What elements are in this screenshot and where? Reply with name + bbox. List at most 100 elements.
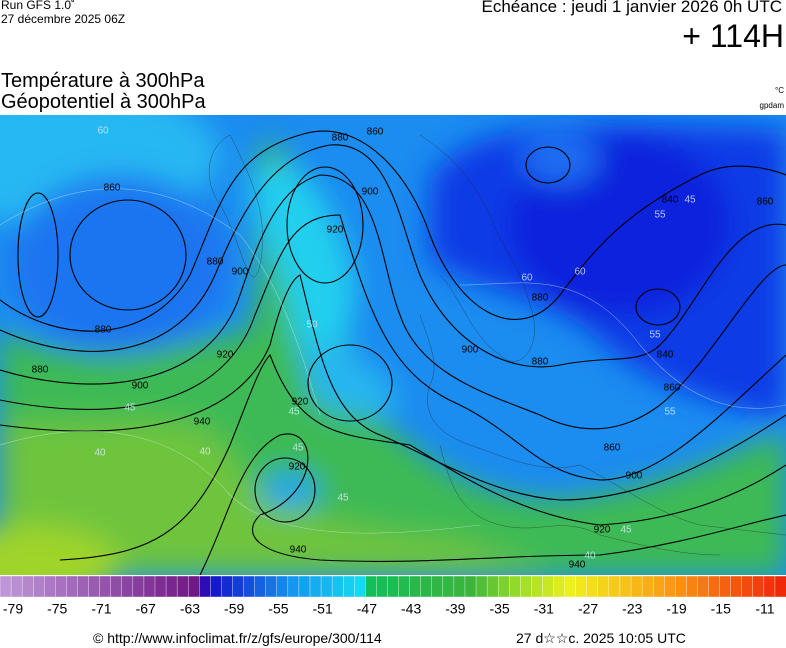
colorbar-label: -27 xyxy=(578,601,598,617)
temperature-label: 40 xyxy=(584,551,596,562)
unit-temperature: °C xyxy=(775,86,784,95)
colorbar-swatch xyxy=(675,575,688,598)
contour-label: 880 xyxy=(532,293,549,304)
colorbar-label: -47 xyxy=(357,601,377,617)
colorbar-swatch xyxy=(287,575,300,598)
colorbar-swatch xyxy=(741,575,754,598)
colorbar-swatch xyxy=(376,575,389,598)
temperature-label: 60 xyxy=(97,126,109,137)
colorbar-swatch xyxy=(165,575,178,598)
colorbar-swatch xyxy=(55,575,68,598)
temperature-label: 40 xyxy=(199,447,211,458)
contour-label: 840 xyxy=(662,195,679,206)
contour-label: 940 xyxy=(290,545,307,556)
colorbar-swatch xyxy=(342,575,355,598)
echeance: Echéance : jeudi 1 janvier 2026 0h UTC xyxy=(481,0,782,16)
colorbar-label: -59 xyxy=(224,601,244,617)
colorbar-swatch xyxy=(619,575,632,598)
contour-label: 920 xyxy=(289,462,306,473)
colorbar-swatch xyxy=(719,575,732,598)
contour-label: 880 xyxy=(207,257,224,268)
colorbar-label: -35 xyxy=(489,601,509,617)
colorbar-swatch xyxy=(320,575,333,598)
contour-label: 860 xyxy=(604,443,621,454)
colorbar-swatch xyxy=(774,575,786,598)
temperature-label: 45 xyxy=(620,525,632,536)
map: 860 880 860 900 920 880 900 880 880 900 920 940 920 9… xyxy=(0,115,786,575)
temperature-label: 45 xyxy=(288,407,300,418)
contour-label: 860 xyxy=(757,197,774,208)
colorbar-label: -15 xyxy=(711,601,731,617)
contour-label: 860 xyxy=(367,127,384,138)
footer-url: © http://www.infoclimat.fr/z/gfs/europe/… xyxy=(93,630,382,646)
colorbar-swatch xyxy=(652,575,665,598)
temperature-label: 55 xyxy=(664,407,676,418)
colorbar-swatch xyxy=(730,575,743,598)
run-date: 27 décembre 2025 06Z xyxy=(1,12,126,26)
contour-label: 940 xyxy=(569,560,586,571)
colorbar-label: -43 xyxy=(401,601,421,617)
colorbar-swatch xyxy=(265,575,278,598)
colorbar-swatch xyxy=(664,575,676,598)
contour-label: 900 xyxy=(626,471,643,482)
colorbar-swatch xyxy=(575,575,588,598)
temperature-label: 40 xyxy=(94,448,106,459)
temperature-label: 60 xyxy=(574,267,586,278)
contour-label: 860 xyxy=(104,183,121,194)
colorbar-swatch xyxy=(708,575,721,598)
colorbar-swatch xyxy=(254,575,267,598)
colorbar-label: -79 xyxy=(3,601,23,617)
colorbar-label: -39 xyxy=(445,601,465,617)
temperature-label: 45 xyxy=(684,195,696,206)
colorbar-label: -19 xyxy=(666,601,686,617)
contour-label: 880 xyxy=(332,133,349,144)
colorbar-swatch xyxy=(398,575,411,598)
colorbar-swatch xyxy=(697,575,710,598)
colorbar-swatch xyxy=(564,575,577,598)
colorbar-label: -71 xyxy=(91,601,111,617)
colorbar-swatch xyxy=(199,575,212,598)
contour-label: 880 xyxy=(95,325,112,336)
temperature-label: 45 xyxy=(292,443,304,454)
colorbar-label: -51 xyxy=(313,601,333,617)
lead-time: + 114H xyxy=(682,18,784,54)
colorbar-label: -75 xyxy=(47,601,67,617)
colorbar-swatch xyxy=(387,575,400,598)
colorbar-swatch xyxy=(132,575,145,598)
colorbar-swatch xyxy=(365,575,378,598)
colorbar-swatch xyxy=(176,575,189,598)
colorbar-swatch xyxy=(0,575,12,598)
unit-geopotential: gpdam xyxy=(759,101,784,110)
run-label: Run GFS 1.0˚ xyxy=(1,0,76,12)
colorbar-swatch xyxy=(331,575,344,598)
colorbar-swatch xyxy=(121,575,134,598)
colorbar-label: -63 xyxy=(180,601,200,617)
colorbar-swatch xyxy=(110,575,123,598)
colorbar-swatch xyxy=(486,575,499,598)
colorbar-swatch xyxy=(309,575,322,598)
temperature-label: 45 xyxy=(124,403,136,414)
colorbar-swatch xyxy=(431,575,444,598)
colorbar-swatch xyxy=(66,575,79,598)
colorbar-swatch xyxy=(630,575,643,598)
contour-label: 900 xyxy=(232,267,249,278)
colorbar: -79 -75 -71 -67 -63 -59 -55 -51 -47 -43 -39 -35 -31 -… xyxy=(0,575,786,617)
colorbar-swatch xyxy=(597,575,610,598)
colorbar-swatch xyxy=(232,575,245,598)
colorbar-label: -67 xyxy=(136,601,156,617)
colorbar-swatch xyxy=(276,575,289,598)
colorbar-swatch xyxy=(442,575,455,598)
colorbar-label: -55 xyxy=(268,601,288,617)
colorbar-swatch xyxy=(21,575,34,598)
temperature-label: 60 xyxy=(521,273,533,284)
colorbar-swatch xyxy=(586,575,599,598)
contour-label: 900 xyxy=(362,187,379,198)
geopotential-contours xyxy=(0,130,786,575)
colorbar-swatch xyxy=(187,575,200,598)
temperature-label: 50 xyxy=(306,320,318,331)
colorbar-label: -11 xyxy=(755,601,774,617)
colorbar-swatch xyxy=(143,575,156,598)
colorbar-swatch xyxy=(464,575,477,598)
colorbar-swatch xyxy=(33,575,45,598)
